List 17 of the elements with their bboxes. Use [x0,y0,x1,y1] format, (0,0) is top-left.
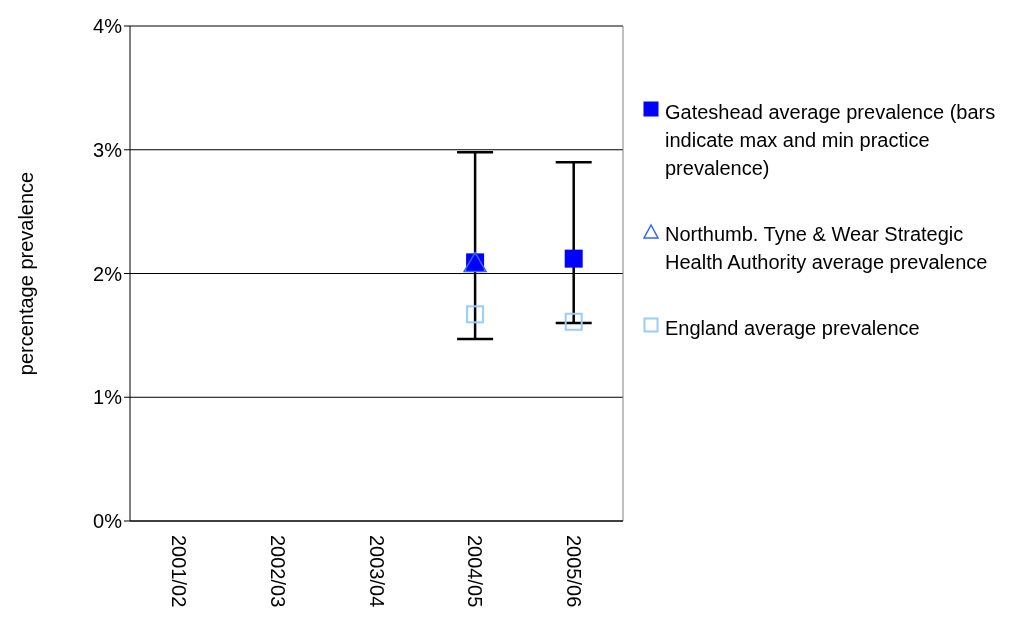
y-tick-label: 4% [93,15,123,38]
point [564,312,583,331]
y-tick-label: 2% [93,262,123,285]
y-axis-title: percentage prevalence [15,171,38,376]
point [564,249,583,268]
y-tick-label: 1% [93,386,123,409]
x-tick-label: 2005/06 [562,535,585,608]
legend-label: Northumb. Tyne & Wear Strategic Health Authority average prevalence [665,222,989,275]
x-tick-label: 2001/02 [168,535,191,608]
legend-label: England average prevalence [665,316,920,341]
point [466,305,485,324]
y-tick-label: 0% [93,510,123,533]
x-tick-label: 2004/05 [464,535,487,608]
legend-label: Gateshead average prevalence (bars indicate max and min practice prevalence) [665,100,997,181]
x-tick-label: 2003/04 [365,535,388,608]
x-tick-label: 2002/03 [266,535,289,608]
y-tick-label: 3% [93,138,123,161]
